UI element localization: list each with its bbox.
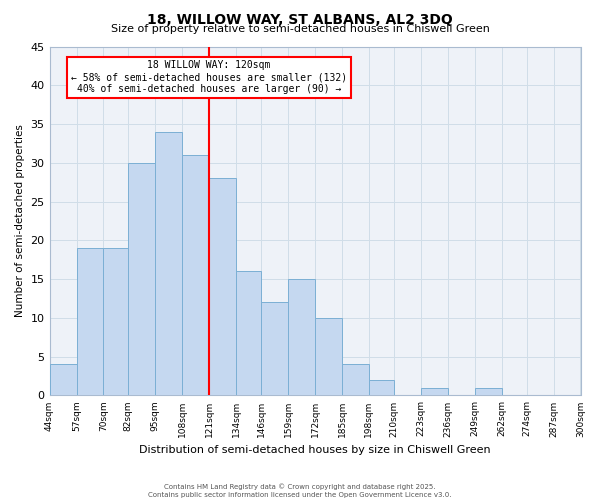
- Bar: [288, 279, 315, 396]
- Y-axis label: Number of semi-detached properties: Number of semi-detached properties: [15, 124, 25, 318]
- Bar: [182, 155, 209, 396]
- Bar: [342, 364, 369, 396]
- Bar: [475, 388, 502, 396]
- Bar: [50, 364, 77, 396]
- Bar: [369, 380, 394, 396]
- Bar: [128, 163, 155, 396]
- Text: Contains HM Land Registry data © Crown copyright and database right 2025.
Contai: Contains HM Land Registry data © Crown c…: [148, 484, 452, 498]
- Bar: [421, 388, 448, 396]
- Bar: [209, 178, 236, 396]
- Text: Size of property relative to semi-detached houses in Chiswell Green: Size of property relative to semi-detach…: [110, 24, 490, 34]
- Bar: [155, 132, 182, 396]
- Bar: [103, 248, 128, 396]
- Bar: [261, 302, 288, 396]
- X-axis label: Distribution of semi-detached houses by size in Chiswell Green: Distribution of semi-detached houses by …: [139, 445, 491, 455]
- Bar: [236, 272, 261, 396]
- Bar: [315, 318, 342, 396]
- Bar: [77, 248, 103, 396]
- Text: 18, WILLOW WAY, ST ALBANS, AL2 3DQ: 18, WILLOW WAY, ST ALBANS, AL2 3DQ: [147, 12, 453, 26]
- Text: 18 WILLOW WAY: 120sqm
← 58% of semi-detached houses are smaller (132)
40% of sem: 18 WILLOW WAY: 120sqm ← 58% of semi-deta…: [71, 60, 347, 94]
